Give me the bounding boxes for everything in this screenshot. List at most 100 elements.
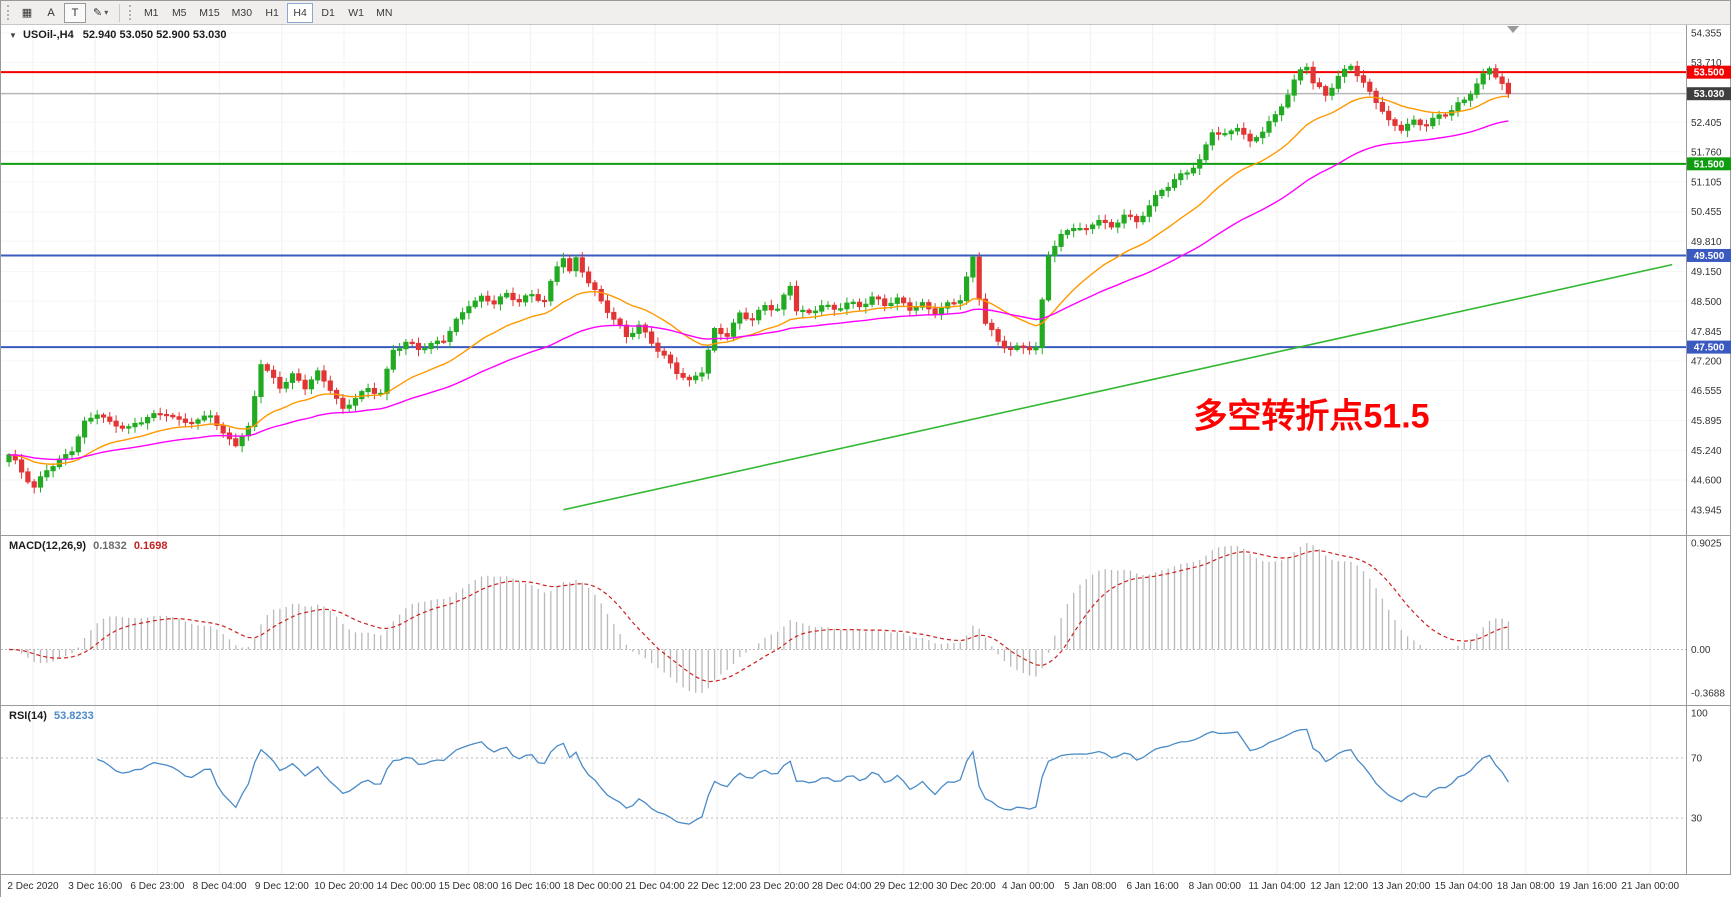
price-axis-label: 49.810 (1691, 237, 1722, 248)
rsi-axis-label: 70 (1691, 754, 1703, 765)
price-axis-label: 52.405 (1691, 118, 1722, 129)
price-axis-separator (1686, 25, 1687, 874)
trendline[interactable] (563, 263, 1673, 511)
macd-axis-label: 0.9025 (1691, 539, 1722, 550)
price-axis-label: 51.760 (1691, 147, 1722, 158)
chevron-down-icon: ▾ (104, 8, 109, 17)
macd-panel[interactable]: 0.9025 0.00 -0.3688 (1, 535, 1731, 705)
timeframe-w1[interactable]: W1 (343, 3, 369, 23)
price-axis-label: 48.500 (1691, 297, 1722, 308)
timeframe-m1[interactable]: M1 (138, 3, 164, 23)
time-label: 15 Jan 04:00 (1434, 881, 1493, 892)
main-price-chart[interactable]: 多空转折点51.554.35553.71053.05552.40551.7605… (1, 25, 1731, 535)
timeframe-m15[interactable]: M15 (194, 3, 224, 23)
toolbar-separator (119, 3, 121, 22)
price-axis-label: 45.240 (1691, 446, 1722, 457)
price-axis-label: 47.845 (1691, 327, 1722, 338)
time-label: 8 Jan 00:00 (1188, 881, 1241, 892)
macd-main-value: 0.1832 (93, 540, 127, 552)
rsi-line (96, 728, 1509, 825)
rsi-axis-label: 30 (1691, 814, 1703, 825)
ma-fast-line[interactable] (8, 95, 1509, 466)
time-label: 14 Dec 00:00 (376, 881, 436, 892)
time-label: 4 Jan 00:00 (1002, 881, 1055, 892)
rsi-value: 53.8233 (53, 710, 94, 722)
price-tag-49.500 (1687, 248, 1731, 262)
chart-ohlc-header: ▼ USOil-,H4 52.940 53.050 52.900 53.030 (9, 29, 227, 41)
time-label: 23 Dec 20:00 (749, 881, 810, 892)
price-axis-label: 54.355 (1691, 29, 1722, 40)
macd-signal-line (8, 549, 1509, 683)
price-tag-text: 51.500 (1694, 159, 1725, 170)
toolbar-grip[interactable] (129, 5, 133, 20)
macd-signal-value: 0.1698 (133, 540, 168, 552)
time-label: 29 Dec 12:00 (874, 881, 934, 892)
ma-slow-line[interactable] (8, 120, 1509, 461)
timeframe-m5[interactable]: M5 (166, 3, 192, 23)
timeframe-mn[interactable]: MN (371, 3, 397, 23)
price-tag-51.500 (1687, 157, 1731, 171)
pencil-tool-button[interactable]: ✎ ▾ (88, 3, 113, 23)
ohlc-values: 52.940 53.050 52.900 53.030 (82, 29, 227, 41)
time-label: 6 Dec 23:00 (130, 881, 185, 892)
price-axis-label: 51.105 (1691, 177, 1722, 188)
pencil-icon: ✎ (93, 7, 103, 19)
time-label: 16 Dec 16:00 (500, 881, 561, 892)
text-tool-button[interactable]: A (40, 3, 62, 23)
time-label: 6 Jan 16:00 (1126, 881, 1179, 892)
time-label: 15 Dec 08:00 (438, 881, 499, 892)
price-tag-text: 49.500 (1694, 251, 1725, 262)
price-tag-47.500 (1687, 340, 1731, 354)
price-axis-label: 49.150 (1691, 267, 1722, 278)
time-label: 13 Jan 20:00 (1372, 881, 1431, 892)
time-label: 5 Jan 08:00 (1064, 881, 1117, 892)
timeframe-h1[interactable]: H1 (259, 3, 285, 23)
annotation-text[interactable]: 多空转折点51.5 (1193, 397, 1429, 435)
timeframe-d1[interactable]: D1 (315, 3, 341, 23)
toolbar: ▦ A T ✎ ▾ M1 M5 M15 M30 H1 H4 D1 W1 MN (1, 1, 1730, 25)
price-tag-text: 47.500 (1694, 343, 1725, 354)
time-label: 22 Dec 12:00 (687, 881, 747, 892)
macd-header: MACD(12,26,9) 0.1832 0.1698 (9, 540, 167, 552)
macd-axis-label: -0.3688 (1691, 689, 1725, 700)
time-label: 2 Dec 2020 (7, 881, 59, 892)
time-label: 18 Jan 08:00 (1496, 881, 1555, 892)
time-label: 9 Dec 12:00 (254, 881, 309, 892)
price-axis-label: 50.455 (1691, 207, 1722, 218)
symbol-period-label: USOil-,H4 (22, 29, 74, 41)
rsi-header: RSI(14) 53.8233 (9, 710, 94, 722)
macd-label: MACD(12,26,9) (9, 540, 87, 552)
price-axis-label: 45.895 (1691, 416, 1722, 427)
price-axis-label: 44.600 (1691, 475, 1722, 486)
price-axis-label: 47.200 (1691, 356, 1722, 367)
time-label: 28 Dec 04:00 (811, 881, 872, 892)
price-tag-53.030 (1687, 87, 1731, 101)
timeframe-m30[interactable]: M30 (227, 3, 257, 23)
macd-histogram (14, 543, 1510, 693)
candlestick-series (6, 61, 1512, 494)
label-tool-button[interactable]: T (64, 2, 86, 23)
panel-separator[interactable] (1, 535, 1731, 536)
price-axis-label: 46.555 (1691, 386, 1722, 397)
chart-shift-marker (1507, 26, 1519, 33)
price-axis-label: 43.945 (1691, 506, 1722, 517)
rsi-panel[interactable]: 100 70 30 (1, 705, 1731, 874)
toolbar-grip[interactable] (7, 5, 11, 20)
panel-separator[interactable] (1, 705, 1731, 706)
time-label: 10 Dec 20:00 (314, 881, 374, 892)
price-tag-text: 53.500 (1694, 68, 1725, 79)
time-axis[interactable]: 2 Dec 2020 3 Dec 16:00 6 Dec 23:00 8 Dec 04… (1, 874, 1731, 897)
price-tag-text: 53.030 (1694, 89, 1725, 100)
time-label: 21 Jan 00:00 (1621, 881, 1680, 892)
rsi-label: RSI(14) (9, 710, 47, 722)
time-label: 12 Jan 12:00 (1310, 881, 1369, 892)
time-label: 3 Dec 16:00 (68, 881, 123, 892)
grid-icon[interactable]: ▦ (16, 3, 38, 23)
time-label: 8 Dec 04:00 (192, 881, 247, 892)
timeframe-h4[interactable]: H4 (287, 2, 314, 23)
dropdown-triangle-icon[interactable]: ▼ (9, 31, 17, 40)
price-axis-label: 53.710 (1691, 58, 1722, 69)
macd-axis-label: 0.00 (1691, 645, 1711, 656)
time-label: 19 Jan 16:00 (1559, 881, 1617, 892)
